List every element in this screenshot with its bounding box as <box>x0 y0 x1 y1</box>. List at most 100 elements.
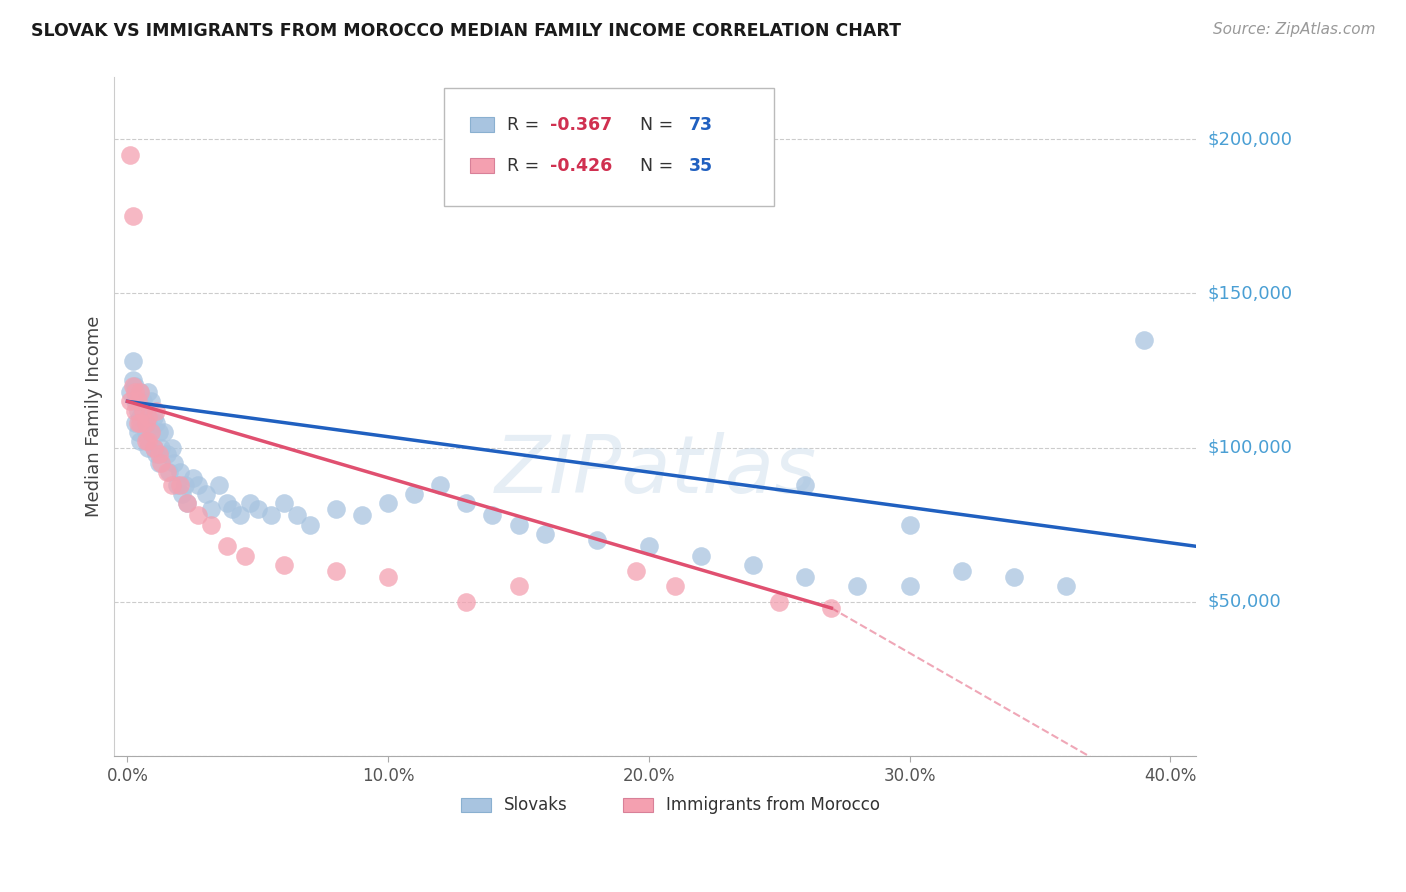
Point <box>132 394 155 409</box>
Point <box>129 385 152 400</box>
Text: N =: N = <box>630 116 679 134</box>
Point <box>215 539 238 553</box>
Point <box>124 394 146 409</box>
Point <box>132 403 155 417</box>
Point <box>481 508 503 523</box>
Point <box>794 477 817 491</box>
Point <box>157 465 180 479</box>
Point <box>352 508 374 523</box>
Point <box>637 539 659 553</box>
Point <box>124 379 146 393</box>
Bar <box>471 158 494 173</box>
Point <box>200 517 222 532</box>
Text: Immigrants from Morocco: Immigrants from Morocco <box>666 796 880 814</box>
Point <box>118 385 141 400</box>
Text: -0.367: -0.367 <box>550 116 613 134</box>
Point <box>169 477 191 491</box>
Point <box>404 487 426 501</box>
Point <box>298 517 321 532</box>
Point <box>129 416 152 430</box>
Point <box>166 477 188 491</box>
Point <box>172 487 194 501</box>
Point <box>148 447 170 461</box>
Bar <box>471 118 494 132</box>
Point <box>429 477 451 491</box>
Point <box>136 385 159 400</box>
Point <box>121 379 143 393</box>
Point <box>228 508 250 523</box>
Text: 35: 35 <box>689 157 713 175</box>
Point <box>173 477 195 491</box>
Point <box>898 579 921 593</box>
Point <box>129 385 152 400</box>
Point <box>624 564 647 578</box>
Point <box>145 447 167 461</box>
Point <box>139 425 162 440</box>
Text: $100,000: $100,000 <box>1208 439 1292 457</box>
Point <box>690 549 713 563</box>
Point <box>124 385 146 400</box>
Point <box>377 570 399 584</box>
Point <box>127 403 149 417</box>
Text: Slovaks: Slovaks <box>503 796 568 814</box>
Text: -0.426: -0.426 <box>550 157 613 175</box>
Point <box>260 508 283 523</box>
Point <box>233 549 256 563</box>
Point <box>169 465 191 479</box>
Point <box>127 425 149 440</box>
Point <box>456 595 478 609</box>
Point <box>150 456 173 470</box>
Point <box>145 403 167 417</box>
Point <box>155 447 177 461</box>
Point <box>124 416 146 430</box>
Point <box>820 601 842 615</box>
Point <box>139 425 162 440</box>
Point <box>142 441 165 455</box>
Point <box>768 595 790 609</box>
Point <box>325 564 347 578</box>
Point <box>124 403 146 417</box>
Point <box>846 579 869 593</box>
Text: R =: R = <box>508 157 546 175</box>
Point <box>127 416 149 430</box>
Point <box>200 502 222 516</box>
Point <box>139 394 162 409</box>
Point <box>118 394 141 409</box>
Point <box>136 416 159 430</box>
Text: Source: ZipAtlas.com: Source: ZipAtlas.com <box>1212 22 1375 37</box>
Point <box>664 579 686 593</box>
Point <box>794 570 817 584</box>
Point <box>129 409 152 424</box>
Point <box>176 496 198 510</box>
Point <box>285 508 308 523</box>
Point <box>145 416 167 430</box>
Point <box>135 425 157 440</box>
Point <box>585 533 607 548</box>
Point <box>121 373 143 387</box>
Text: $150,000: $150,000 <box>1208 285 1292 302</box>
Point <box>194 487 217 501</box>
Point <box>208 477 231 491</box>
Point <box>160 441 183 455</box>
Point <box>142 441 165 455</box>
Point <box>181 471 204 485</box>
Text: SLOVAK VS IMMIGRANTS FROM MOROCCO MEDIAN FAMILY INCOME CORRELATION CHART: SLOVAK VS IMMIGRANTS FROM MOROCCO MEDIAN… <box>31 22 901 40</box>
Text: ZIPatlas: ZIPatlas <box>495 432 817 510</box>
Point <box>135 434 157 449</box>
Point <box>508 579 530 593</box>
Point <box>136 434 159 449</box>
Point <box>118 147 141 161</box>
Point <box>1002 570 1025 584</box>
Point <box>187 508 209 523</box>
Point <box>121 209 143 223</box>
Point <box>132 416 155 430</box>
Point <box>533 527 555 541</box>
Point <box>1133 333 1156 347</box>
Point <box>153 425 176 440</box>
Text: $200,000: $200,000 <box>1208 130 1292 148</box>
Point <box>456 496 478 510</box>
Point <box>136 441 159 455</box>
Point <box>135 403 157 417</box>
Point <box>898 517 921 532</box>
Point <box>246 502 269 516</box>
